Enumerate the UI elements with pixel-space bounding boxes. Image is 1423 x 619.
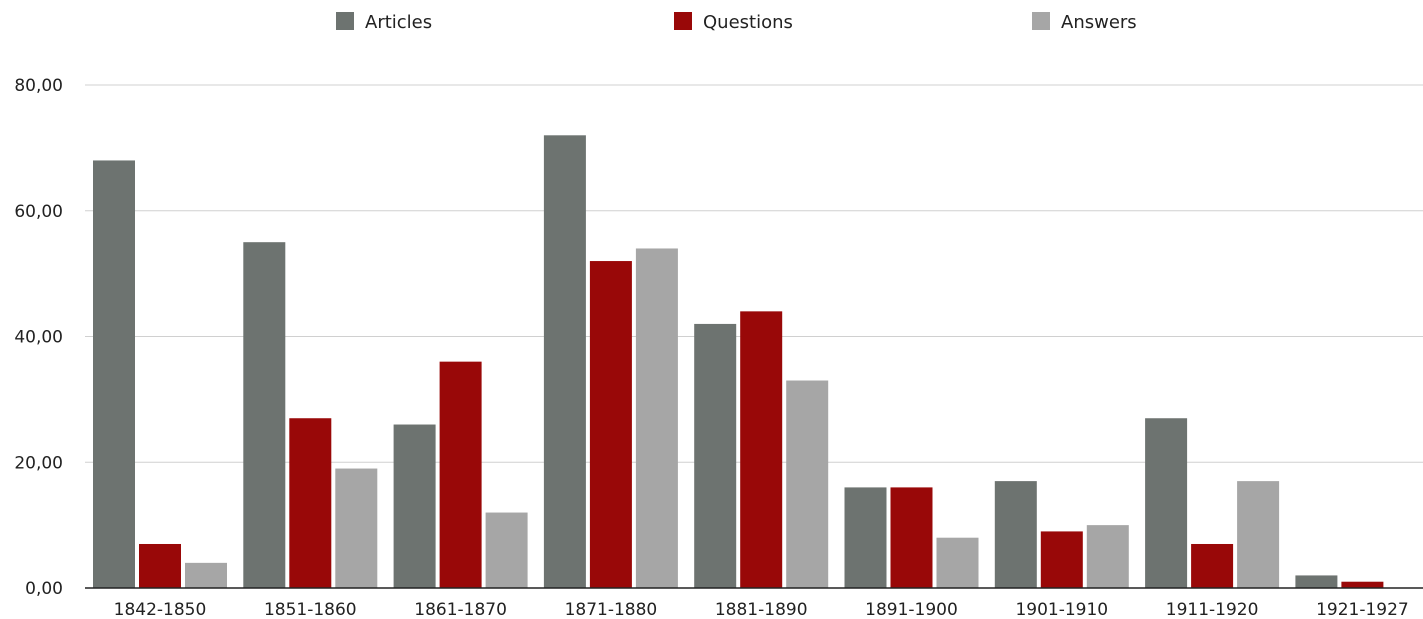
bar-questions-1861-1870	[439, 361, 482, 588]
bar-articles-1901-1910	[994, 481, 1037, 588]
bar-answers-1842-1850	[185, 562, 227, 588]
legend-label-questions: Questions	[703, 12, 793, 33]
bar-questions-1842-1850	[139, 543, 181, 588]
legend-swatch-questions	[674, 12, 692, 30]
x-tick-label: 1911-1920	[1166, 600, 1259, 619]
y-tick-label: 40,00	[14, 328, 63, 348]
bar-questions-1911-1920	[1191, 543, 1234, 588]
x-tick-label: 1891-1900	[865, 600, 958, 619]
bar-articles-1911-1920	[1145, 418, 1188, 588]
y-tick-label: 60,00	[14, 202, 63, 222]
bar-answers-1881-1890	[786, 380, 829, 588]
legend-label-answers: Answers	[1061, 12, 1137, 33]
bar-answers-1851-1860	[335, 468, 378, 588]
bar-answers-1861-1870	[485, 512, 528, 588]
legend-label-articles: Articles	[365, 12, 432, 33]
x-tick-label: 1842-1850	[114, 600, 207, 619]
bar-articles-1851-1860	[243, 242, 286, 588]
bar-questions-1881-1890	[740, 311, 783, 588]
bar-articles-1861-1870	[393, 424, 436, 588]
bar-articles-1871-1880	[543, 135, 586, 589]
y-tick-label: 20,00	[14, 453, 63, 473]
bar-answers-1901-1910	[1086, 525, 1129, 588]
y-tick-label: 80,00	[14, 76, 63, 96]
x-tick-label: 1901-1910	[1015, 600, 1108, 619]
legend-swatch-articles	[336, 12, 354, 30]
bar-questions-1851-1860	[289, 418, 332, 588]
bar-answers-1891-1900	[936, 537, 979, 588]
bar-answers-1871-1880	[635, 248, 678, 588]
bar-questions-1921-1927	[1341, 581, 1384, 588]
legend: Articles Questions Answers	[336, 12, 1137, 33]
x-tick-label: 1861-1870	[414, 600, 507, 619]
bar-articles-1921-1927	[1295, 575, 1338, 588]
bar-questions-1891-1900	[890, 487, 933, 588]
bar-answers-1911-1920	[1237, 481, 1280, 588]
bar-questions-1871-1880	[589, 261, 632, 588]
x-tick-label: 1881-1890	[715, 600, 808, 619]
x-tick-label: 1871-1880	[565, 600, 658, 619]
bar-questions-1901-1910	[1040, 531, 1083, 588]
bar-articles-1881-1890	[694, 323, 737, 588]
y-tick-label: 0,00	[25, 579, 63, 599]
y-axis: 0,00 20,00 40,00 60,00 80,00	[14, 76, 63, 599]
x-tick-label: 1851-1860	[264, 600, 357, 619]
bars	[93, 135, 1384, 589]
bar-articles-1842-1850	[93, 160, 135, 588]
x-axis: 1842-1850 1851-1860 1861-1870 1871-1880 1881…	[114, 600, 1409, 619]
x-tick-label: 1921-1927	[1316, 600, 1409, 619]
legend-swatch-answers	[1032, 12, 1050, 30]
bar-articles-1891-1900	[844, 487, 887, 588]
